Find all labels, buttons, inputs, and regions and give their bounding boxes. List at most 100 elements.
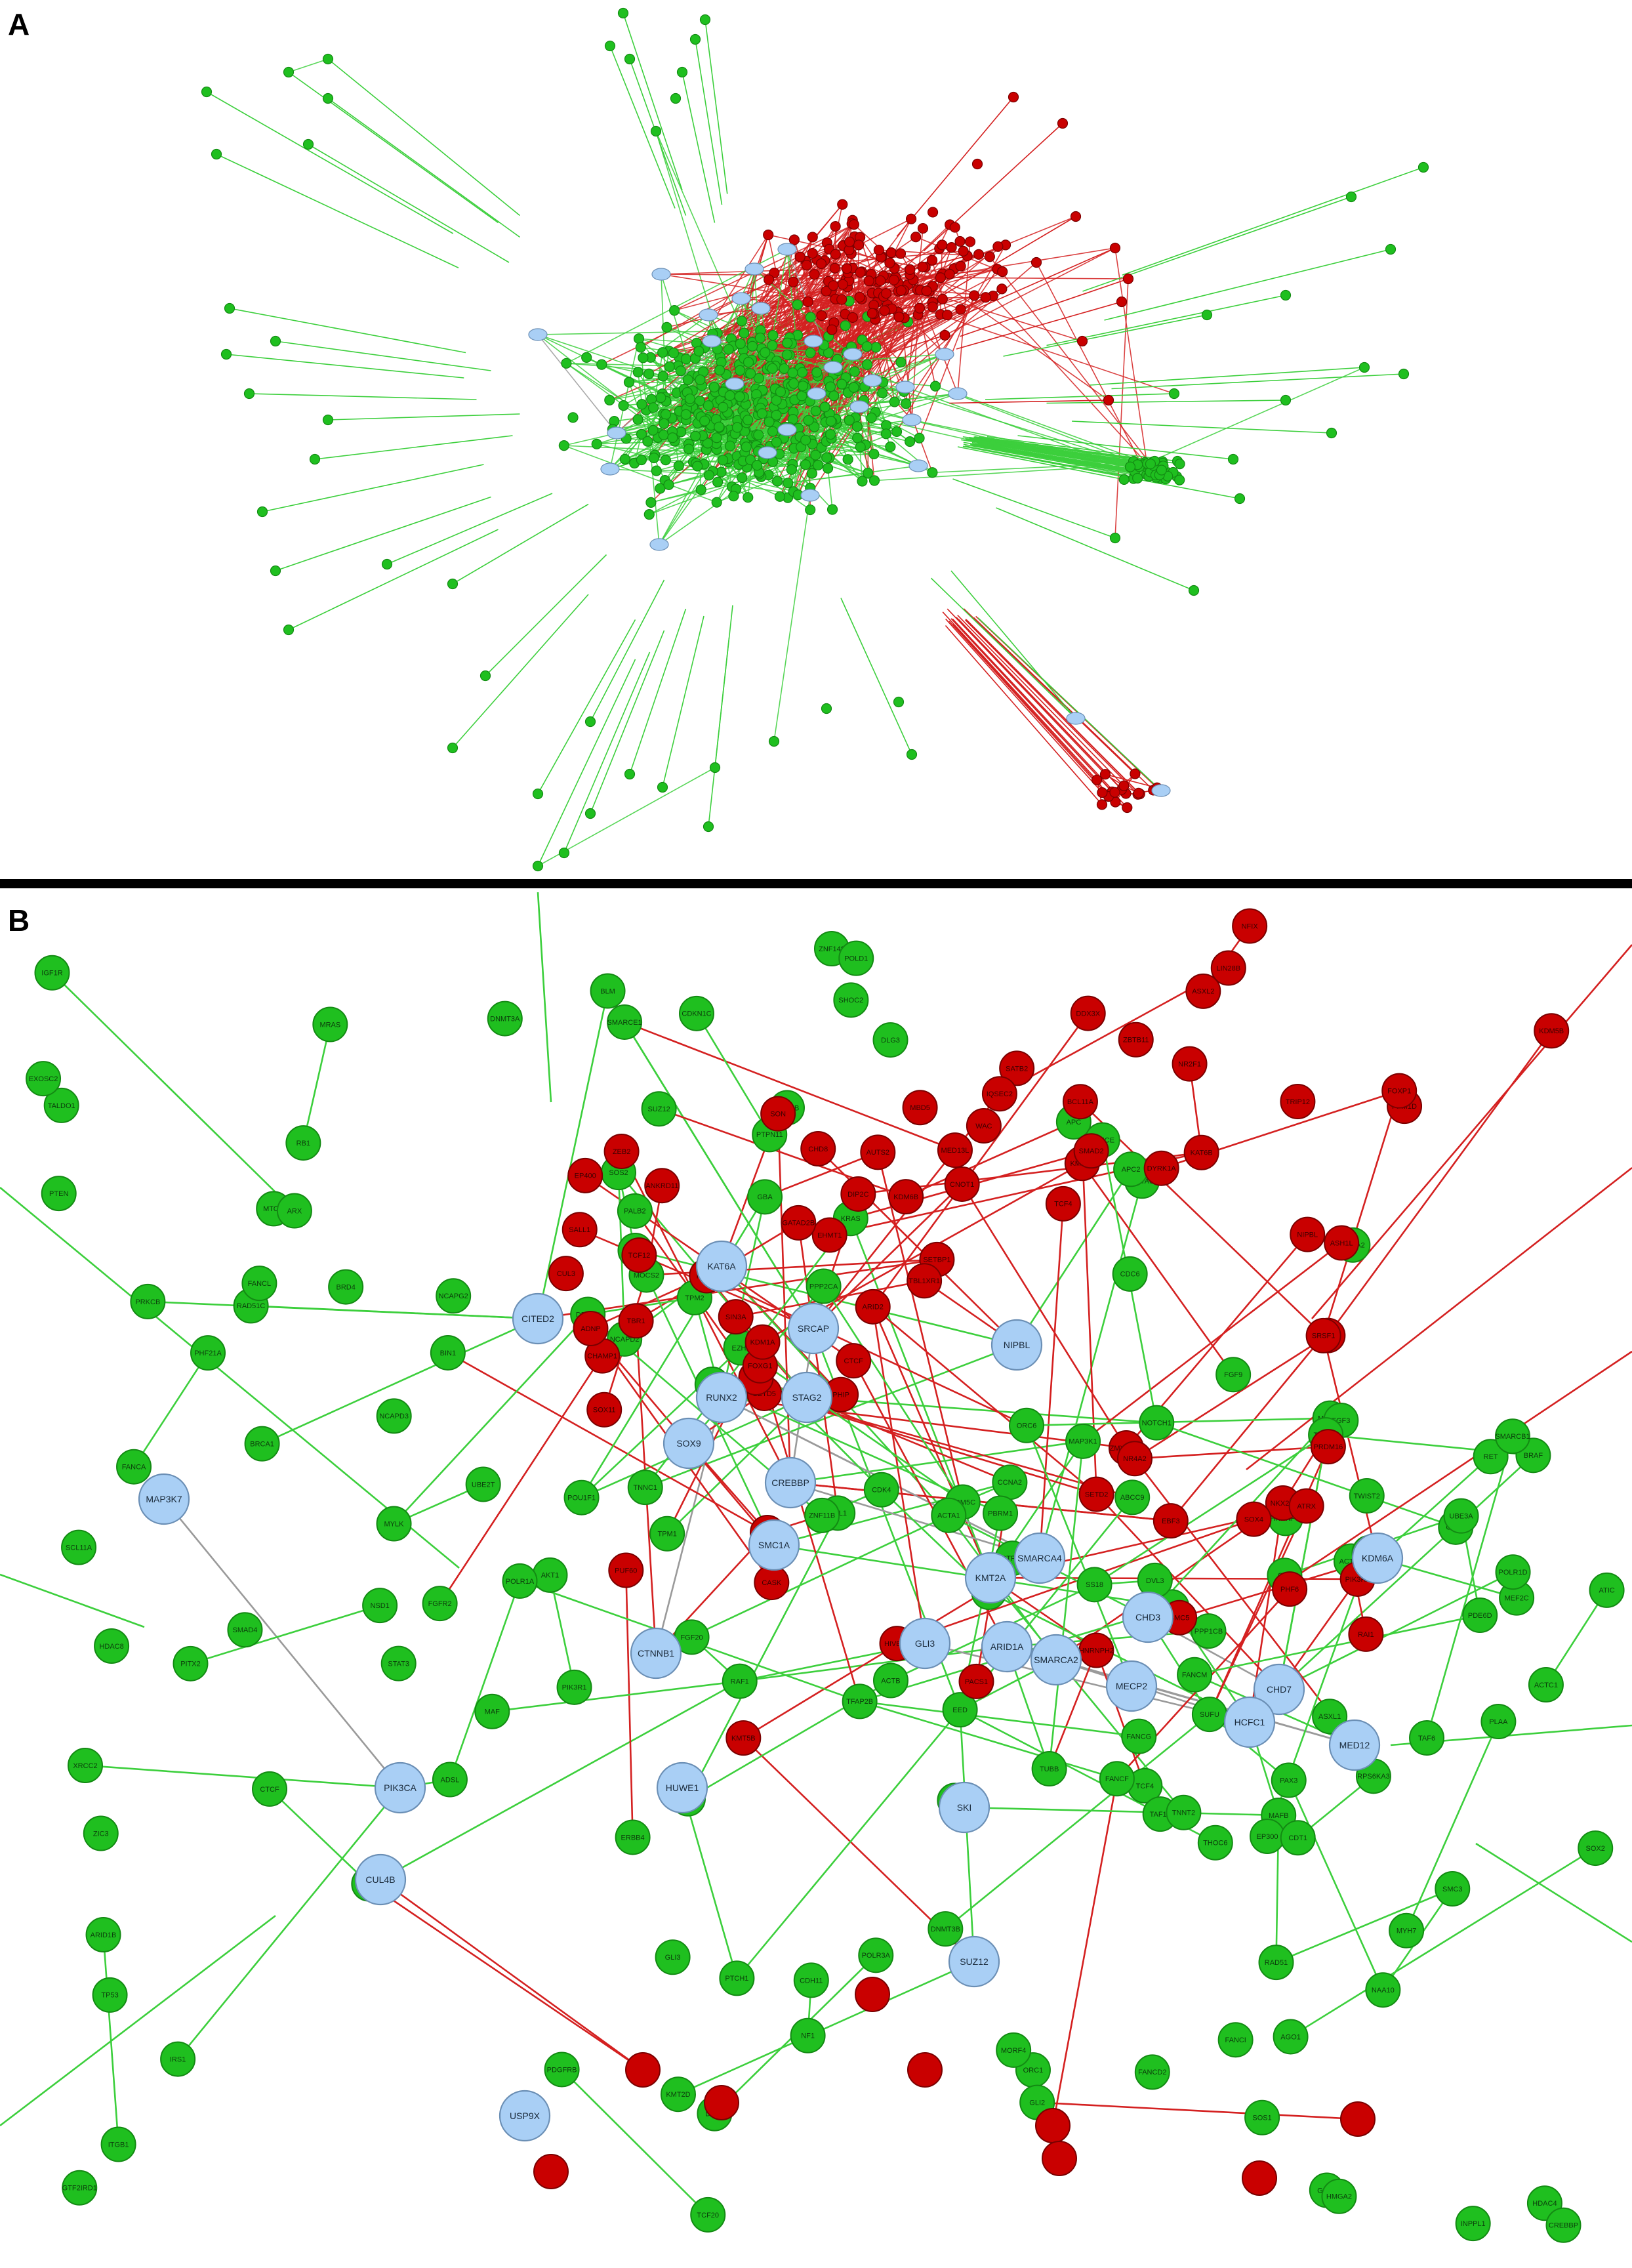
network-node-red: [817, 310, 826, 320]
network-node-green: [669, 348, 679, 358]
network-node-green: [869, 449, 879, 459]
network-node-red: [837, 295, 847, 304]
network-hub-node: [824, 361, 842, 373]
network-node-green: [889, 397, 899, 407]
node-label: SMARCA2: [1034, 1655, 1078, 1665]
network-node-red: [1097, 800, 1107, 810]
node-label: RPS6KA3: [1357, 1773, 1390, 1781]
network-node-red: [534, 2155, 568, 2189]
network-node-red: [993, 241, 1003, 251]
network-edge: [1246, 1168, 1632, 1470]
network-node-green: [1229, 455, 1238, 464]
node-label: POLR3A: [862, 1952, 891, 1960]
network-node-green: [822, 453, 832, 463]
network-node-green: [271, 337, 281, 346]
node-label: PALB2: [624, 1208, 645, 1216]
node-label: CDKN1C: [682, 1010, 711, 1018]
network-node-green: [691, 35, 701, 45]
network-node-green: [789, 379, 799, 388]
network-edge: [1083, 197, 1352, 291]
network-node-green: [840, 321, 850, 331]
network-node-red: [981, 293, 990, 302]
node-label: ATIC: [1599, 1587, 1614, 1595]
network-hub-node: [699, 309, 718, 321]
network-node-green: [826, 416, 836, 426]
node-label: SOX4: [1244, 1515, 1263, 1523]
node-label: FGF20: [680, 1634, 703, 1641]
network-node-green: [732, 423, 742, 432]
network-node-green: [658, 783, 668, 793]
network-edge: [708, 638, 729, 827]
node-label: MEF2C: [1504, 1595, 1528, 1603]
node-label: NSD1: [370, 1602, 389, 1610]
network-node-green: [704, 822, 714, 832]
node-label: TNNC1: [633, 1484, 657, 1492]
network-edge: [1105, 249, 1391, 320]
network-node-green: [709, 382, 719, 392]
network-node-green: [323, 54, 333, 64]
node-label: GTF2IRD1: [62, 2185, 97, 2193]
network-edge: [990, 257, 1151, 464]
node-label: SOX9: [676, 1438, 701, 1449]
network-node-red: [998, 267, 1008, 277]
network-node-red: [830, 249, 840, 259]
node-label: CDH11: [800, 1977, 823, 1985]
node-label: UBE2T: [472, 1481, 495, 1489]
node-label: BRAF: [1524, 1452, 1543, 1460]
network-node-red: [876, 276, 886, 285]
network-edge: [538, 659, 636, 866]
network-edge: [953, 479, 1116, 538]
network-node-green: [743, 493, 753, 503]
network-node-green: [202, 87, 212, 97]
panel-b-label: B: [8, 903, 30, 938]
network-node-red: [956, 304, 966, 314]
network-node-green: [662, 322, 672, 332]
network-node-green: [760, 348, 770, 358]
network-node-green: [1235, 494, 1245, 504]
node-label: FANCD2: [1138, 2069, 1166, 2076]
network-edge: [190, 1605, 380, 1664]
node-label: SMC3: [1442, 1886, 1463, 1893]
node-label: MED12: [1339, 1740, 1370, 1750]
network-node-green: [813, 461, 823, 470]
network-node-green: [624, 377, 634, 387]
network-node-red: [905, 264, 915, 274]
network-node-green: [812, 367, 822, 377]
network-edge: [289, 59, 328, 72]
network-node-red: [896, 249, 906, 258]
network-node-green: [767, 363, 777, 373]
network-hub-node: [778, 424, 796, 436]
network-node-green: [746, 369, 756, 379]
network-node-green: [1125, 462, 1135, 472]
network-node-green: [775, 491, 785, 501]
node-label: DVL3: [1146, 1577, 1164, 1585]
network-node-green: [755, 333, 765, 343]
network-edge: [590, 630, 664, 814]
network-node-green: [862, 342, 872, 352]
node-label: DIP2C: [847, 1191, 868, 1199]
network-node-green: [849, 367, 859, 377]
node-label: MRAS: [319, 1021, 340, 1029]
network-node-red: [922, 286, 931, 296]
node-label: DDX3X: [1076, 1010, 1100, 1018]
node-label: CHD7: [1267, 1684, 1292, 1695]
node-label: PDE6D: [1468, 1612, 1492, 1620]
node-label: CREBBP: [1549, 2222, 1578, 2230]
network-node-green: [701, 15, 710, 25]
network-hub-node: [652, 268, 670, 280]
network-node-green: [637, 400, 647, 409]
network-node-red: [985, 252, 994, 262]
node-label: PHF6: [1280, 1586, 1299, 1594]
network-node-green: [1327, 428, 1337, 438]
network-node-red: [969, 291, 979, 300]
node-label: MYH7: [1397, 1928, 1417, 1935]
network-node-green: [769, 737, 779, 747]
network-node-red: [828, 281, 838, 291]
node-label: RET: [1484, 1453, 1498, 1461]
network-node-green: [620, 454, 630, 464]
node-label: SUZ12: [960, 1956, 989, 1967]
network-node-green: [284, 68, 294, 77]
node-label: EHMT1: [817, 1231, 842, 1239]
network-node-green: [878, 388, 887, 398]
node-label: SCL11A: [66, 1544, 92, 1552]
